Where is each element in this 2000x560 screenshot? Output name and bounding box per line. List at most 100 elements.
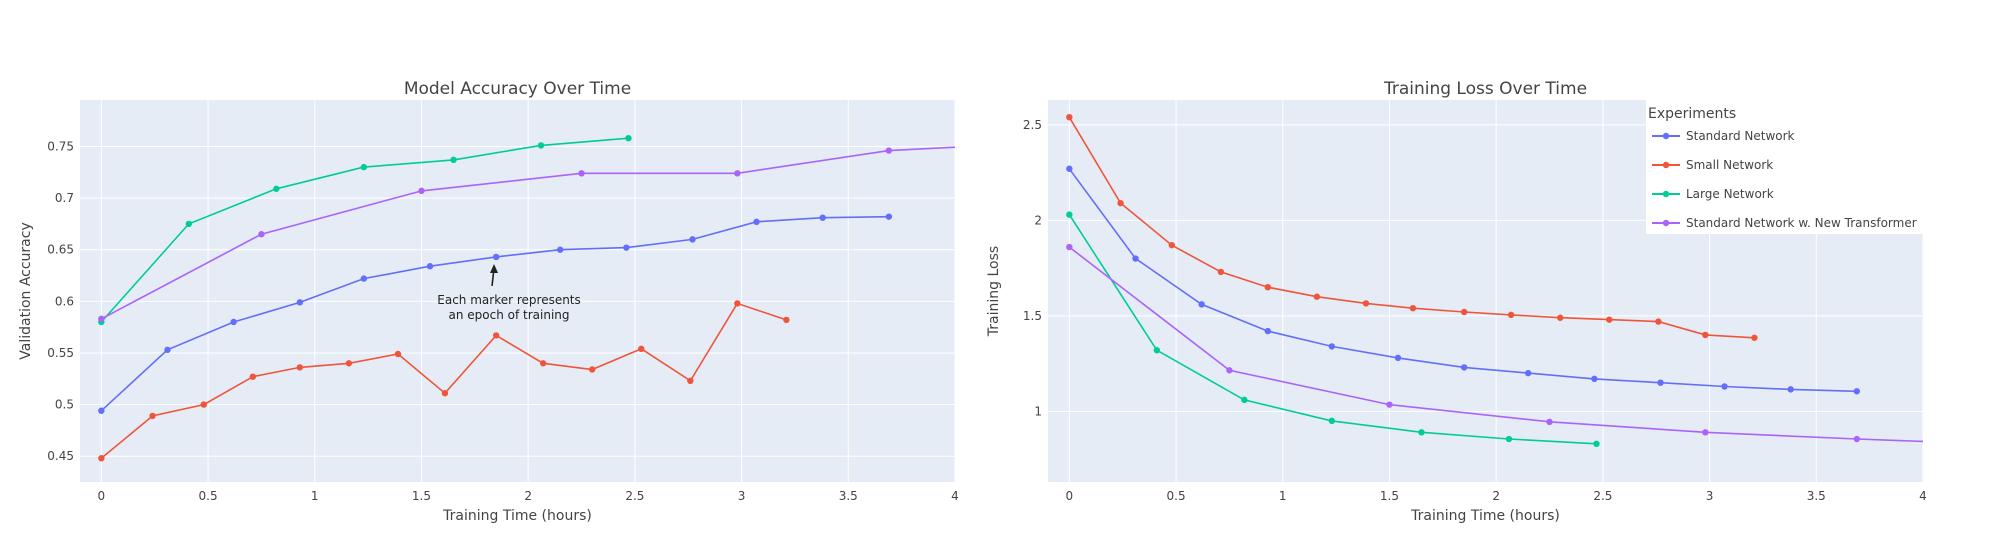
accuracy-point-small-network: [687, 377, 694, 385]
loss-x-axis-title: Training Time (hours): [1410, 508, 1560, 524]
accuracy-x-tick-label: 2.5: [625, 489, 644, 503]
loss-point-standard-network-w-new-transformer: [1702, 429, 1709, 436]
accuracy-point-standard-network: [296, 299, 304, 306]
loss-point-small-network: [1313, 293, 1321, 300]
loss-point-small-network: [1606, 316, 1613, 323]
accuracy-point-standard-network: [492, 253, 500, 261]
accuracy-series: [98, 135, 955, 462]
loss-point-small-network: [1460, 308, 1468, 316]
accuracy-point-standard-network: [360, 275, 368, 282]
accuracy-point-standard-network-w-new-transformer: [258, 231, 265, 238]
loss-point-standard-network: [1264, 327, 1272, 335]
accuracy-y-tick-label: 0.6: [55, 294, 74, 308]
accuracy-point-small-network: [394, 350, 402, 358]
legend-label-standard-network-w-new-transformer: Standard Network w. New Transformer: [1686, 216, 1917, 230]
epoch-annotation: Each marker represents an epoch of train…: [437, 263, 581, 322]
loss-point-large-network: [1328, 417, 1336, 425]
accuracy-point-small-network: [588, 366, 596, 373]
accuracy-point-standard-network: [426, 263, 434, 270]
loss-x-tick-label: 0.5: [1167, 489, 1186, 503]
loss-point-small-network: [1702, 331, 1709, 339]
loss-point-small-network: [1507, 311, 1515, 319]
loss-point-standard-network: [1394, 354, 1402, 362]
loss-point-large-network: [1418, 429, 1425, 436]
loss-point-small-network: [1556, 314, 1564, 321]
accuracy-point-standard-network: [98, 407, 105, 414]
loss-y-tick-label: 1.5: [1023, 309, 1042, 323]
loss-point-standard-network-w-new-transformer: [1386, 401, 1393, 408]
accuracy-point-small-network: [492, 332, 500, 339]
accuracy-point-small-network: [345, 360, 353, 367]
accuracy-point-small-network: [249, 373, 257, 380]
accuracy-x-tick-label: 4: [951, 489, 959, 503]
loss-x-tick-label: 4: [1919, 489, 1927, 503]
loss-point-small-network: [1066, 113, 1073, 121]
legend-label-standard-network: Standard Network: [1686, 129, 1795, 143]
accuracy-y-tick-label: 0.45: [47, 449, 74, 463]
loss-point-small-network: [1217, 268, 1225, 276]
accuracy-point-standard-network: [623, 244, 630, 251]
accuracy-x-tick-label: 1.5: [412, 489, 431, 503]
loss-point-small-network: [1117, 199, 1124, 207]
loss-point-large-network: [1505, 435, 1513, 443]
loss-point-standard-network: [1460, 364, 1468, 371]
accuracy-plot-area: [80, 100, 955, 482]
loss-point-standard-network: [1066, 165, 1073, 172]
accuracy-ticks: 0 0.5 1 1.5 2 2.5 3 3.5 4 0.45 0.5 0.55 0.6 0.65 0.7 0.…: [47, 139, 959, 503]
accuracy-point-small-network: [98, 455, 105, 462]
accuracy-point-standard-network-w-new-transformer: [578, 170, 585, 177]
accuracy-y-tick-label: 0.5: [55, 398, 74, 412]
accuracy-point-large-network: [450, 156, 457, 164]
accuracy-y-tick-label: 0.65: [47, 243, 74, 257]
accuracy-y-axis-title: Validation Accuracy: [18, 222, 34, 360]
loss-point-large-network: [1241, 396, 1248, 404]
loss-point-large-network: [1066, 211, 1073, 218]
loss-series-clip-group: [1066, 113, 1923, 447]
loss-ticks: 0 0.5 1 1.5 2 2.5 3 3.5 4 1 1.5 2 2.5: [1023, 118, 1927, 503]
accuracy-point-small-network: [638, 345, 645, 353]
loss-x-tick-label: 3: [1706, 489, 1714, 503]
legend-label-large-network: Large Network: [1686, 187, 1774, 201]
accuracy-x-tick-label: 3: [738, 489, 746, 503]
accuracy-point-small-network: [783, 316, 790, 324]
loss-point-standard-network: [1132, 255, 1139, 262]
accuracy-point-standard-network: [753, 218, 760, 226]
accuracy-grid: [80, 100, 956, 482]
accuracy-x-tick-label: 1: [311, 489, 319, 503]
annotation-text-line-1: Each marker represents: [437, 293, 581, 307]
accuracy-point-standard-network-w-new-transformer: [885, 147, 893, 154]
legend-title: Experiments: [1648, 106, 1736, 122]
accuracy-x-tick-label: 3.5: [839, 489, 858, 503]
loss-point-standard-network: [1787, 386, 1794, 393]
accuracy-point-small-network: [149, 412, 156, 420]
accuracy-point-small-network: [734, 300, 741, 307]
loss-point-small-network: [1362, 300, 1370, 307]
accuracy-chart-title: Model Accuracy Over Time: [404, 79, 631, 99]
accuracy-x-axis-title: Training Time (hours): [442, 508, 592, 524]
accuracy-point-standard-network-w-new-transformer: [418, 187, 425, 195]
loss-chart-title: Training Loss Over Time: [1383, 79, 1587, 99]
annotation-text-line-2: an epoch of training: [449, 308, 570, 322]
accuracy-point-standard-network: [689, 236, 696, 243]
accuracy-point-standard-network: [556, 246, 564, 253]
accuracy-point-standard-network-w-new-transformer: [98, 315, 105, 323]
loss-point-standard-network-w-new-transformer: [1546, 418, 1553, 426]
loss-x-tick-label: 1.5: [1380, 489, 1399, 503]
loss-y-tick-label: 1: [1034, 404, 1042, 418]
accuracy-x-tick-label: 0.5: [199, 489, 218, 503]
accuracy-point-standard-network: [164, 346, 171, 354]
loss-point-standard-network-w-new-transformer: [1066, 243, 1073, 251]
accuracy-point-large-network: [185, 220, 193, 228]
accuracy-y-tick-label: 0.7: [55, 191, 74, 205]
loss-point-small-network: [1264, 283, 1272, 291]
loss-point-standard-network-w-new-transformer: [1226, 367, 1233, 374]
loss-point-standard-network: [1657, 379, 1664, 386]
loss-y-tick-label: 2: [1034, 213, 1042, 227]
accuracy-point-small-network: [441, 390, 449, 397]
legend[interactable]: Experiments Standard Network Small Networ…: [1646, 100, 1924, 234]
accuracy-point-large-network: [625, 135, 632, 142]
accuracy-x-tick-label: 2: [524, 489, 532, 503]
accuracy-point-small-network: [539, 360, 547, 367]
legend-background: [1646, 100, 1924, 234]
legend-marker-large-network: [1662, 190, 1670, 198]
